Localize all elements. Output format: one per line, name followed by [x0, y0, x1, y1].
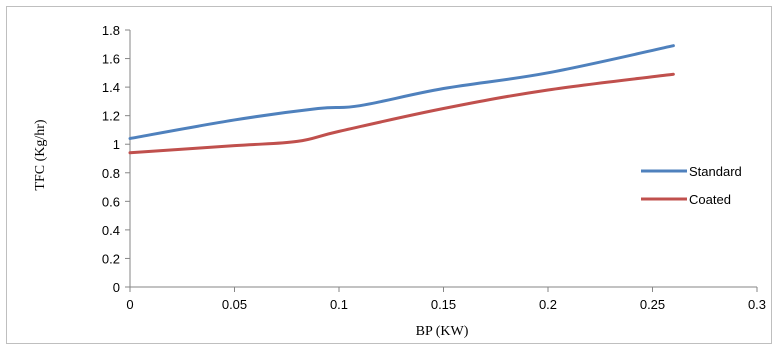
x-axis: 0 0.05 0.1 0.15 0.2 0.25 0.3	[126, 286, 766, 312]
y-tick-label: 0.8	[102, 166, 120, 181]
y-tick-label: 0	[113, 280, 120, 295]
x-tick-label: 0.15	[431, 297, 456, 312]
y-tick-label: 1	[113, 137, 120, 152]
y-axis: 0 0.2 0.4 0.6 0.8 1 1.2 1.4 1.6 1.8	[102, 23, 131, 295]
y-tick-label: 1.4	[102, 80, 120, 95]
x-axis-title: BP (KW)	[416, 324, 469, 339]
y-tick-label: 0.4	[102, 223, 120, 238]
y-tick-label: 0.6	[102, 194, 120, 209]
series-line-coated	[128, 72, 675, 155]
x-tick-label: 0.05	[222, 297, 247, 312]
y-tick-label: 1.2	[102, 109, 120, 124]
y-tick-label: 1.8	[102, 23, 120, 38]
y-axis-title: TFC (Kg/hr)	[33, 119, 48, 191]
x-tick-label: 0.3	[748, 297, 766, 312]
legend-label-coated: Coated	[689, 192, 731, 207]
x-tick-label: 0.1	[330, 297, 348, 312]
series-line-standard	[128, 44, 675, 141]
legend-label-standard: Standard	[689, 164, 742, 179]
y-tick-label: 0.2	[102, 251, 120, 266]
x-tick-label: 0.25	[640, 297, 665, 312]
series-layer	[128, 44, 675, 155]
x-tick-label: 0.2	[539, 297, 557, 312]
legend: Standard Coated	[641, 164, 742, 207]
y-tick-label: 1.6	[102, 52, 120, 67]
x-tick-label: 0	[126, 297, 133, 312]
chart-frame	[6, 6, 772, 344]
